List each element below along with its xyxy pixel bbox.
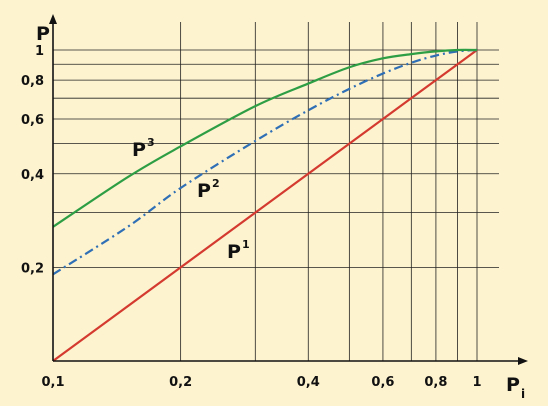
x-tick-label: 0,4 — [297, 375, 320, 390]
series-label-superscript: 1 — [242, 238, 250, 251]
grid — [52, 22, 499, 361]
series-line-p1 — [52, 49, 478, 362]
x-tick-label: 0,6 — [371, 375, 394, 390]
y-tick-label: 1 — [35, 44, 44, 59]
series-label-superscript: 3 — [147, 136, 155, 149]
series-line-p2 — [52, 48, 478, 276]
y-tick-label: 0,8 — [21, 74, 44, 89]
series-label-p3: P — [132, 139, 146, 161]
axes — [49, 14, 528, 365]
x-tick-label: 1 — [472, 375, 481, 390]
x-tick-label: 0,8 — [424, 375, 447, 390]
series-label-p1: P — [227, 241, 241, 263]
y-axis-arrow — [49, 14, 57, 24]
x-axis-title: P — [506, 374, 520, 396]
x-tick-label: 0,1 — [41, 375, 64, 390]
series-line-p3 — [52, 48, 478, 228]
y-axis-title: P — [36, 23, 50, 45]
y-tick-label: 0,4 — [21, 168, 44, 183]
x-tick-label: 0,2 — [169, 375, 192, 390]
x-axis-title-subscript: i — [521, 387, 525, 401]
series-lines — [52, 48, 478, 362]
y-tick-label: 0,2 — [21, 261, 44, 276]
series-label-superscript: 2 — [212, 177, 220, 190]
series-labels: P 1P 2P 3 — [132, 136, 250, 263]
x-axis-arrow — [518, 357, 528, 365]
tick-labels: 0,1 0,2 0,4 0,6 0,8 1 0,2 0,4 0,6 0,8 1 — [21, 44, 482, 390]
series-label-p2: P — [197, 180, 211, 202]
y-tick-label: 0,6 — [21, 113, 44, 128]
